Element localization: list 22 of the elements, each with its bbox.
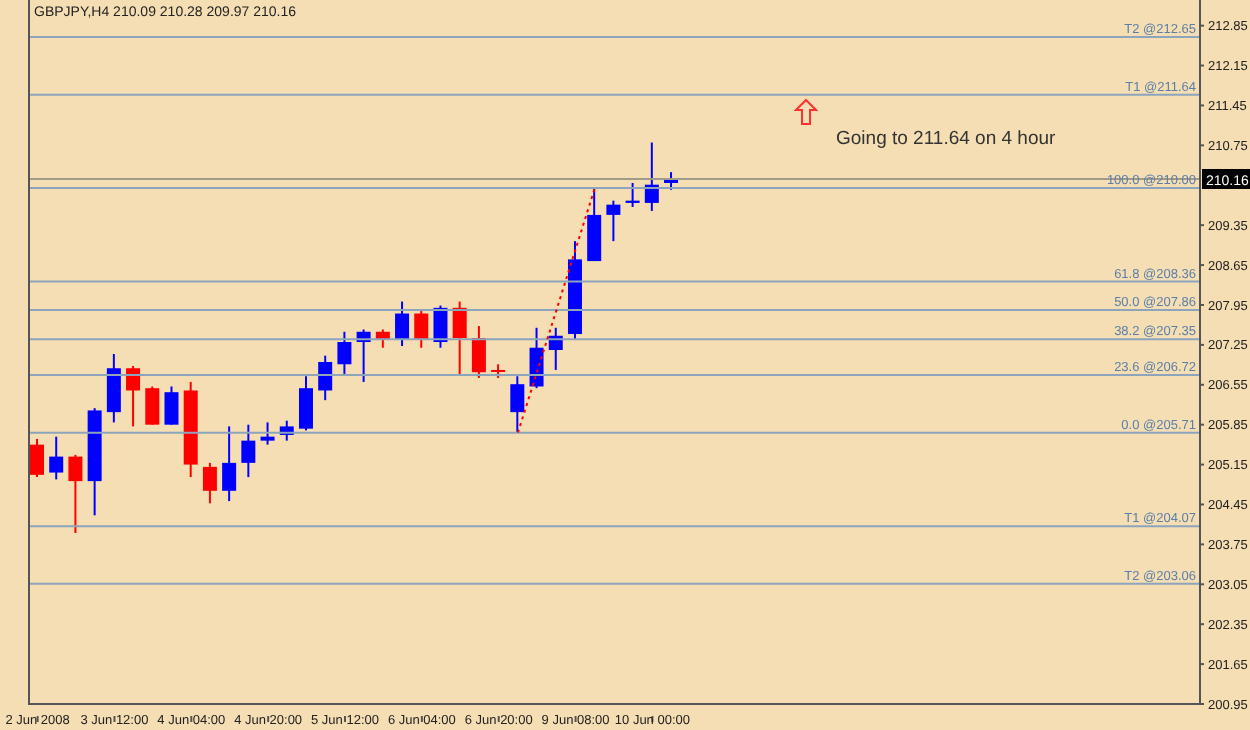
- candlestick: [452, 300, 467, 375]
- candlestick: [164, 385, 179, 426]
- candlestick: [606, 199, 621, 243]
- candlestick: [395, 300, 410, 348]
- candlestick: [241, 423, 256, 479]
- candlestick: [587, 187, 602, 263]
- candlestick: [30, 437, 44, 479]
- candlestick: [68, 453, 83, 534]
- candlestick: [414, 308, 429, 349]
- annotation: Going to 211.64 on 4 hour: [836, 128, 1056, 150]
- candlestick: [126, 364, 141, 428]
- candlestick: [145, 385, 160, 426]
- candlestick: [471, 325, 486, 379]
- candlestick: [49, 435, 64, 481]
- candlestick: [337, 330, 352, 375]
- candlestick: [318, 354, 333, 402]
- candlestick: [260, 421, 275, 446]
- candlestick: [106, 353, 121, 424]
- candlestick: [202, 461, 217, 505]
- candlestick: [510, 375, 525, 434]
- candlestick: [222, 425, 237, 503]
- candlestick: [298, 375, 313, 432]
